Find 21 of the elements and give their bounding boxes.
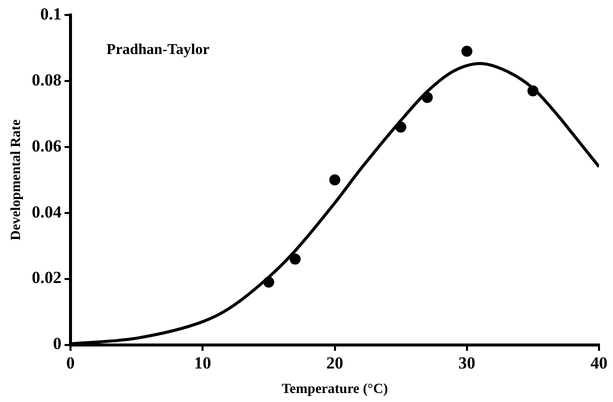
x-tick-label: 40: [590, 353, 608, 372]
point: [290, 254, 301, 265]
x-tick-label: 20: [326, 353, 344, 372]
annotation: Pradhan-Taylor: [106, 42, 210, 58]
x-tick-label: 0: [66, 353, 75, 372]
point: [422, 92, 433, 103]
y-tick-label: 0.1: [40, 4, 62, 24]
y-axis-title: Developmental Rate: [9, 119, 24, 240]
point: [263, 276, 274, 288]
point: [329, 174, 340, 186]
y-tick-label: 0.02: [32, 268, 62, 288]
x-tick-label: 30: [458, 353, 476, 372]
point: [395, 122, 406, 133]
x-axis-title: Temperature (°C): [282, 382, 388, 398]
point: [461, 46, 472, 57]
y-tick-label: 0.08: [32, 70, 62, 90]
x-tick-label: 10: [194, 353, 212, 372]
y-tick-label: 0.06: [32, 136, 62, 156]
point: [527, 85, 538, 96]
y-tick-label: 0.04: [32, 202, 62, 222]
y-tick-label: 0: [53, 334, 62, 354]
